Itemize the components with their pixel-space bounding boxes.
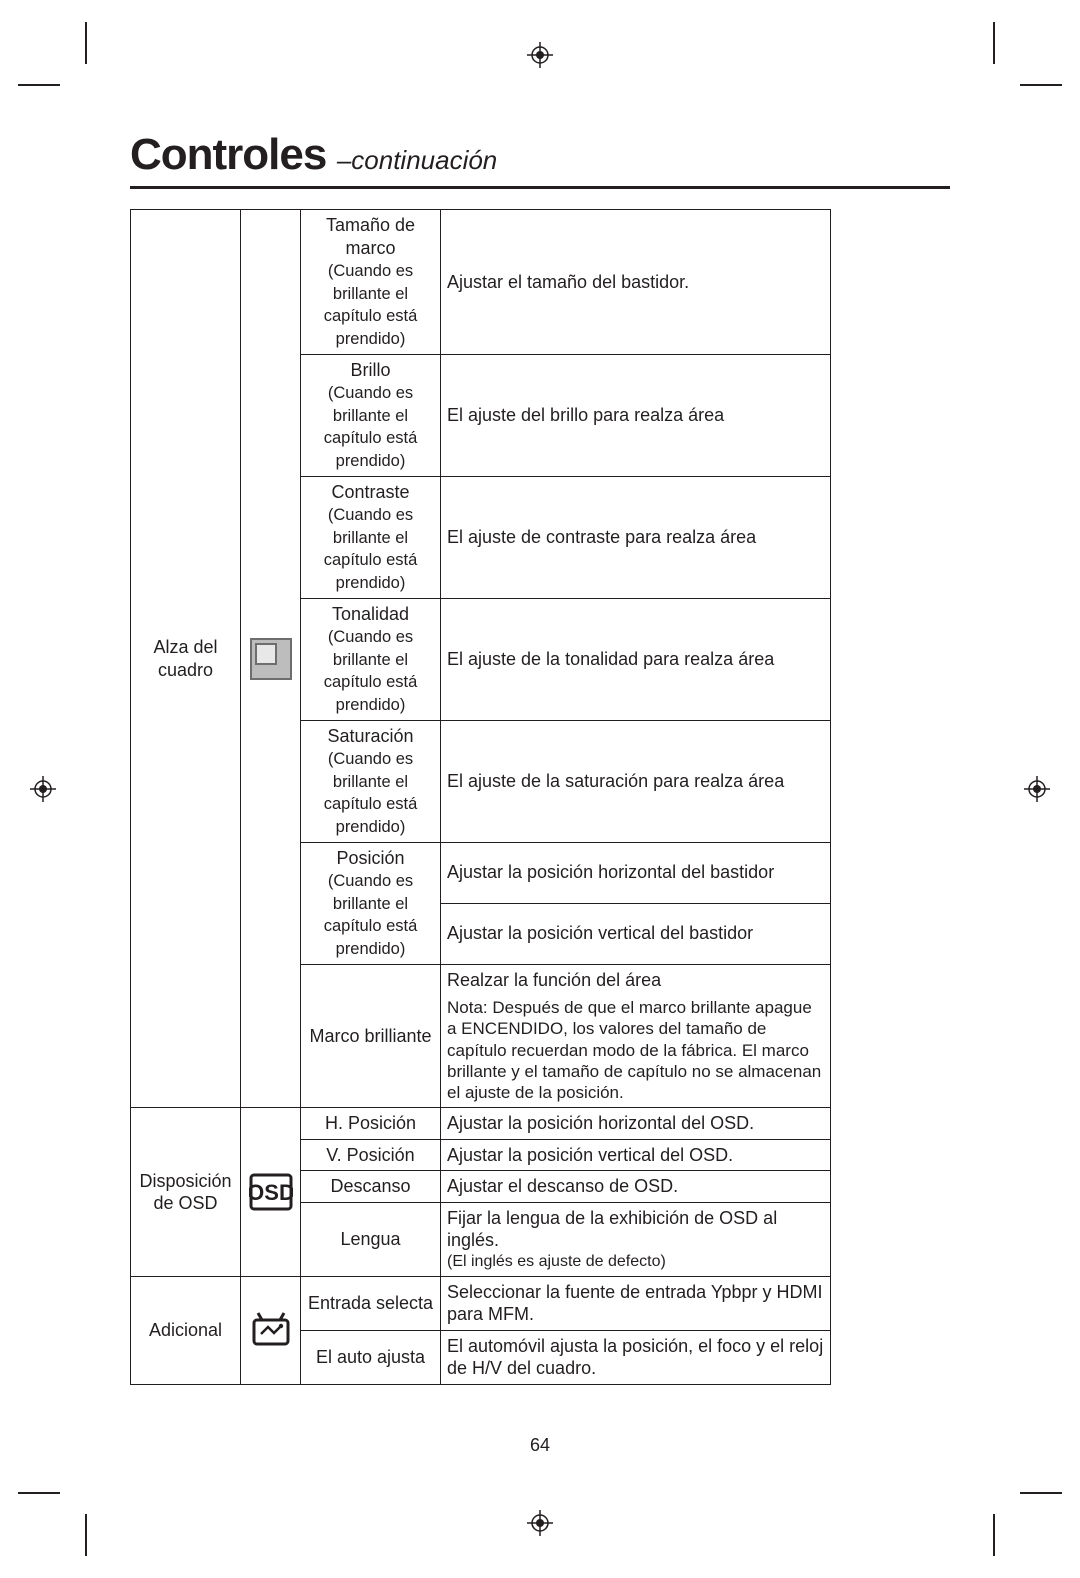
crop-mark [85, 22, 87, 64]
section-label: Alza del cuadro [131, 210, 241, 1108]
setting-condition: (Cuando es brillante el capítulo está pr… [324, 750, 418, 836]
svg-text:OSD: OSD [249, 1180, 293, 1205]
setting-name: Contraste [331, 482, 409, 502]
setting-name: Brillo [350, 360, 390, 380]
extra-settings-icon [251, 1312, 291, 1348]
setting-name: El auto ajusta [301, 1330, 441, 1384]
setting-condition: (Cuando es brillante el capítulo está pr… [324, 872, 418, 958]
title-sub: –continuación [337, 145, 497, 175]
crop-mark [18, 84, 60, 86]
setting-desc: El ajuste de la saturación para realza á… [441, 720, 831, 842]
registration-mark-icon [527, 1510, 553, 1536]
setting-desc-cell: Fijar la lengua de la exhibición de OSD … [441, 1202, 831, 1276]
section-icon-cell: OSD [241, 1108, 301, 1277]
setting-note: Nota: Después de que el marco brillante … [447, 997, 824, 1103]
controls-table: Alza del cuadro Tamaño de marco (Cuando … [130, 209, 831, 1385]
setting-desc: Seleccionar la fuente de entrada Ypbpr y… [441, 1276, 831, 1330]
setting-desc: Ajustar la posición vertical del OSD. [441, 1139, 831, 1171]
table-row: Disposición de OSD OSD H. Posición Ajust… [131, 1108, 831, 1140]
crop-mark [993, 1514, 995, 1556]
setting-name-cell: Tamaño de marco (Cuando es brillante el … [301, 210, 441, 355]
crop-mark [1020, 1492, 1062, 1494]
setting-condition: (Cuando es brillante el capítulo está pr… [324, 506, 418, 592]
setting-name-cell: Tonalidad (Cuando es brillante el capítu… [301, 598, 441, 720]
setting-name: Posición [336, 848, 404, 868]
setting-desc: Ajustar la posición horizontal del OSD. [441, 1108, 831, 1140]
setting-name: Saturación [327, 726, 413, 746]
crop-mark [18, 1492, 60, 1494]
setting-name: H. Posición [301, 1108, 441, 1140]
page-body: Controles –continuación Alza del cuadro … [130, 130, 950, 1456]
setting-note: (El inglés es ajuste de defecto) [447, 1252, 824, 1272]
setting-desc: El ajuste de contraste para realza área [441, 476, 831, 598]
setting-name-cell: Posición (Cuando es brillante el capítul… [301, 842, 441, 964]
setting-name: Descanso [301, 1171, 441, 1203]
setting-desc: Ajustar la posición vertical del bastido… [441, 903, 831, 964]
setting-desc: Fijar la lengua de la exhibición de OSD … [447, 1207, 824, 1252]
setting-desc: El ajuste de la tonalidad para realza ár… [441, 598, 831, 720]
setting-name: Lengua [301, 1202, 441, 1276]
setting-name: V. Posición [301, 1139, 441, 1171]
table-row: Alza del cuadro Tamaño de marco (Cuando … [131, 210, 831, 355]
setting-name: Entrada selecta [301, 1276, 441, 1330]
table-row: Adicional Entrada selecta Seleccionar la… [131, 1276, 831, 1330]
section-icon-cell [241, 1276, 301, 1384]
picture-boost-icon [250, 638, 292, 680]
setting-condition: (Cuando es brillante el capítulo está pr… [324, 384, 418, 470]
section-label: Disposición de OSD [131, 1108, 241, 1277]
title-main: Controles [130, 130, 326, 179]
crop-mark [993, 22, 995, 64]
setting-desc: Realzar la función del área [447, 969, 824, 992]
setting-name-cell: Brillo (Cuando es brillante el capítulo … [301, 354, 441, 476]
crop-mark [1020, 84, 1062, 86]
registration-mark-icon [30, 776, 56, 802]
section-label: Adicional [131, 1276, 241, 1384]
setting-desc: Ajustar el tamaño del bastidor. [441, 210, 831, 355]
setting-condition: (Cuando es brillante el capítulo está pr… [324, 628, 418, 714]
page-number: 64 [130, 1435, 950, 1456]
setting-desc: Ajustar la posición horizontal del basti… [441, 842, 831, 903]
setting-name: Tamaño de marco [326, 215, 415, 258]
crop-mark [85, 1514, 87, 1556]
setting-name-cell: Contraste (Cuando es brillante el capítu… [301, 476, 441, 598]
setting-desc: El automóvil ajusta la posición, el foco… [441, 1330, 831, 1384]
setting-name-cell: Saturación (Cuando es brillante el capít… [301, 720, 441, 842]
setting-desc: Ajustar el descanso de OSD. [441, 1171, 831, 1203]
setting-name: Marco brilliante [301, 964, 441, 1108]
setting-condition: (Cuando es brillante el capítulo está pr… [324, 262, 418, 348]
osd-setup-icon: OSD [249, 1173, 293, 1211]
registration-mark-icon [527, 42, 553, 68]
page-title: Controles –continuación [130, 130, 950, 189]
setting-desc: El ajuste del brillo para realza área [441, 354, 831, 476]
registration-mark-icon [1024, 776, 1050, 802]
setting-name: Tonalidad [332, 604, 409, 624]
setting-desc-cell: Realzar la función del área Nota: Despué… [441, 964, 831, 1108]
section-icon-cell [241, 210, 301, 1108]
